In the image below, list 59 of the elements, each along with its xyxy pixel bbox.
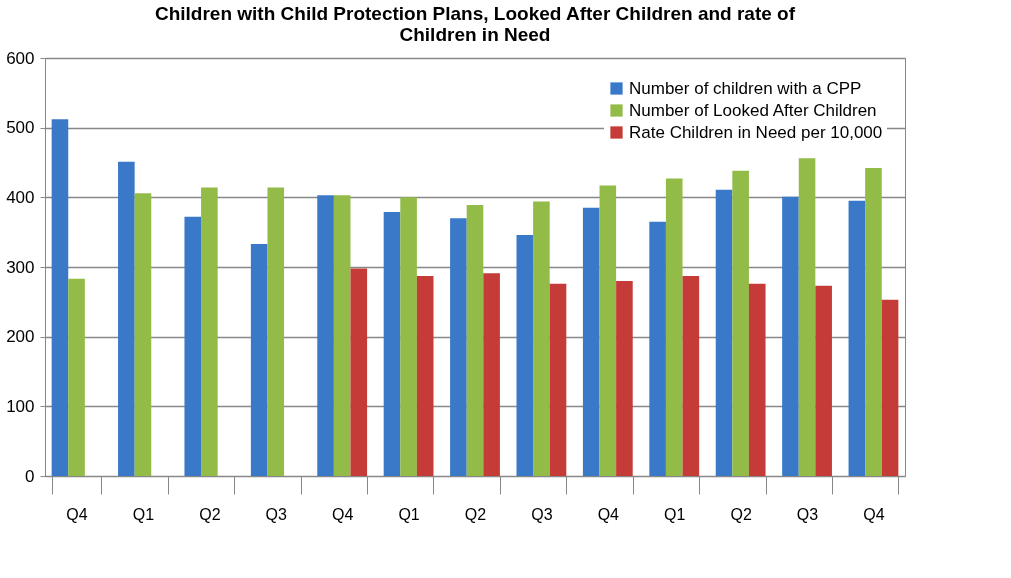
bar [267,187,285,476]
bar [848,200,866,476]
bar [748,283,766,476]
x-tick-label: Q4 [863,505,885,523]
bar [466,205,484,476]
legend-label: Rate Children in Need per 10,000 [629,122,883,142]
x-tick-label: Q2 [464,505,487,523]
bar [649,221,666,476]
bar [549,283,567,476]
bar [665,178,683,476]
x-tick-label: Q3 [265,505,288,523]
bar [416,276,434,476]
bar [732,170,749,476]
x-tick-label: Q4 [66,505,88,523]
bar [582,207,600,476]
bar [881,299,899,476]
bar [599,185,617,476]
x-tick-label: Q1 [398,505,420,523]
bar [533,201,550,476]
x-tick-label: Q2 [730,505,752,523]
y-tick-label: 600 [6,48,35,68]
x-tick-label: Q1 [664,505,686,523]
bar [134,193,152,476]
bar [118,161,135,476]
y-tick-label: 300 [6,257,35,277]
bar [51,119,69,476]
bar [815,285,832,476]
legend-label: Number of Looked After Children [629,100,877,120]
x-tick-label: Q4 [332,505,354,523]
bar [383,211,401,476]
x-tick-label: Q3 [796,505,819,523]
bar [450,218,467,476]
y-tick-label: 500 [6,118,35,138]
x-tick-label: Q2 [199,505,221,523]
legend-label: Number of children with a CPP [629,78,862,98]
bar [317,195,334,476]
bar [798,158,816,476]
y-tick-label: 400 [6,187,35,207]
bar [184,216,202,476]
bar [201,187,218,476]
bar [516,234,534,476]
y-tick-label: 200 [6,327,35,347]
bar [250,244,268,476]
bar [350,268,368,476]
bar [483,273,500,476]
chart-title: Children with Child Protection Plans, Looked After Children and rate of Children in Need [154,3,796,45]
bar [616,280,633,476]
bar [68,278,85,476]
y-tick-label: 0 [25,466,35,486]
x-tick-label: Q4 [597,505,620,523]
bar [400,197,417,476]
y-tick-label: 100 [6,396,35,416]
bar [865,168,882,476]
bar [782,196,799,476]
x-tick-label: Q3 [531,505,553,523]
x-tick-label: Q1 [132,505,155,523]
bar [715,189,733,476]
bar [682,276,700,476]
bar [333,195,351,476]
